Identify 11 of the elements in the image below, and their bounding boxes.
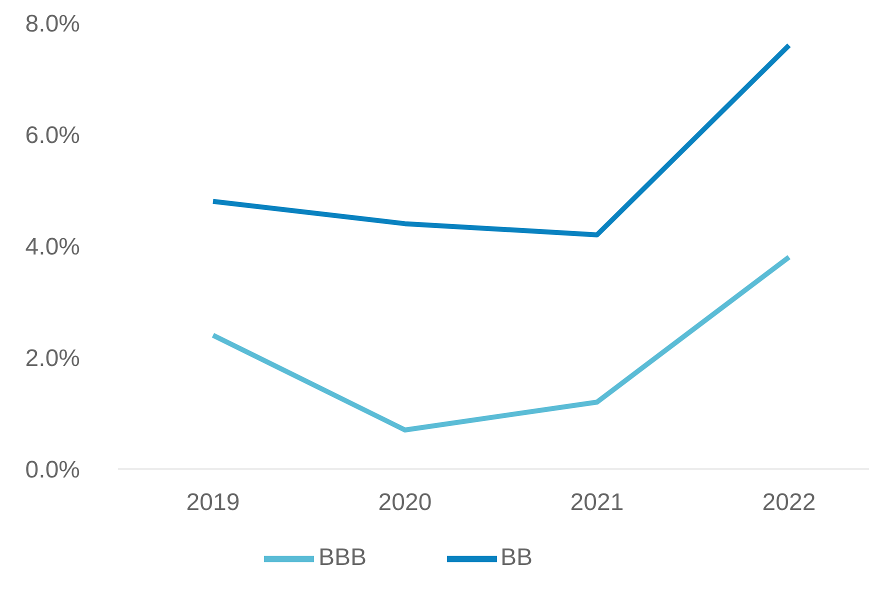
- y-tick-label: 6.0%: [25, 122, 80, 150]
- x-tick-label: 2019: [186, 489, 240, 516]
- x-tick-label: 2021: [570, 489, 624, 516]
- legend-label: BB: [500, 544, 533, 572]
- x-tick-label: 2020: [378, 489, 432, 516]
- y-tick-label: 4.0%: [25, 234, 80, 261]
- x-tick-label: 2022: [762, 489, 816, 516]
- y-tick-label: 0.0%: [25, 456, 80, 484]
- y-tick-label: 2.0%: [25, 345, 80, 372]
- y-tick-label: 8.0%: [25, 10, 80, 38]
- legend-label: BBB: [318, 544, 366, 572]
